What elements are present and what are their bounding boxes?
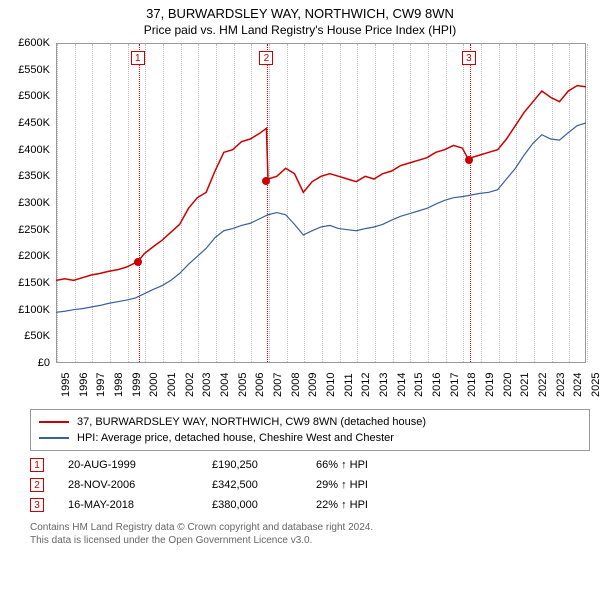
x-tick-label: 2024: [572, 373, 584, 397]
tx-num-cell: 1: [30, 458, 44, 472]
y-tick-label: £500K: [8, 90, 50, 102]
legend-row: 37, BURWARDSLEY WAY, NORTHWICH, CW9 8WN …: [39, 414, 581, 430]
x-tick-label: 2015: [413, 373, 425, 397]
x-tick-label: 2006: [254, 373, 266, 397]
y-tick-label: £200K: [8, 250, 50, 262]
legend: 37, BURWARDSLEY WAY, NORTHWICH, CW9 8WN …: [30, 409, 590, 451]
x-tick-label: 2019: [484, 373, 496, 397]
x-tick-label: 1995: [60, 373, 72, 397]
tx-pct-cell: 29% ↑ HPI: [316, 479, 416, 491]
x-tick-label: 2023: [555, 373, 567, 397]
x-tick-label: 2009: [307, 373, 319, 397]
chart-subtitle: Price paid vs. HM Land Registry's House …: [0, 23, 600, 37]
table-row: 1 20-AUG-1999 £190,250 66% ↑ HPI: [30, 455, 590, 475]
footnote: Contains HM Land Registry data © Crown c…: [30, 521, 590, 547]
chart-title: 37, BURWARDSLEY WAY, NORTHWICH, CW9 8WN: [0, 6, 600, 21]
footnote-line: Contains HM Land Registry data © Crown c…: [30, 521, 590, 534]
y-tick-label: £350K: [8, 170, 50, 182]
table-row: 3 16-MAY-2018 £380,000 22% ↑ HPI: [30, 495, 590, 515]
tx-date-cell: 20-AUG-1999: [68, 459, 188, 471]
x-tick-label: 2016: [431, 373, 443, 397]
tx-pct-cell: 66% ↑ HPI: [316, 459, 416, 471]
series-line: [56, 86, 586, 281]
y-tick-label: £400K: [8, 144, 50, 156]
y-tick-label: £50K: [8, 330, 50, 342]
tx-date-cell: 16-MAY-2018: [68, 499, 188, 511]
table-row: 2 28-NOV-2006 £342,500 29% ↑ HPI: [30, 475, 590, 495]
series-line: [56, 123, 586, 312]
x-tick-label: 2005: [237, 373, 249, 397]
x-tick-label: 2002: [184, 373, 196, 397]
legend-swatch: [39, 421, 69, 423]
x-tick-label: 1999: [131, 373, 143, 397]
footnote-line: This data is licensed under the Open Gov…: [30, 534, 590, 547]
legend-label: HPI: Average price, detached house, Ches…: [77, 432, 394, 444]
x-tick-label: 2010: [325, 373, 337, 397]
x-tick-label: 2011: [343, 373, 355, 397]
tx-pct-cell: 22% ↑ HPI: [316, 499, 416, 511]
y-tick-label: £300K: [8, 197, 50, 209]
x-tick-label: 2004: [219, 373, 231, 397]
x-tick-label: 2018: [466, 373, 478, 397]
legend-row: HPI: Average price, detached house, Ches…: [39, 430, 581, 446]
x-tick-label: 1998: [113, 373, 125, 397]
transaction-table: 1 20-AUG-1999 £190,250 66% ↑ HPI 2 28-NOV-200…: [30, 455, 590, 515]
x-tick-label: 2014: [396, 373, 408, 397]
x-tick-label: 2017: [449, 373, 461, 397]
x-tick-label: 2003: [201, 373, 213, 397]
y-tick-label: £150K: [8, 277, 50, 289]
legend-label: 37, BURWARDSLEY WAY, NORTHWICH, CW9 8WN …: [77, 416, 426, 428]
y-tick-label: £0: [8, 357, 50, 369]
tx-date-cell: 28-NOV-2006: [68, 479, 188, 491]
x-tick-label: 2022: [537, 373, 549, 397]
series-svg: [56, 43, 586, 363]
grid-line: [587, 44, 588, 362]
x-tick-label: 1997: [95, 373, 107, 397]
chart-container: { "title": "37, BURWARDSLEY WAY, NORTHWI…: [0, 6, 600, 596]
x-tick-label: 2013: [378, 373, 390, 397]
tx-num-cell: 3: [30, 498, 44, 512]
tx-num-cell: 2: [30, 478, 44, 492]
tx-price-cell: £190,250: [212, 459, 292, 471]
x-tick-label: 2012: [360, 373, 372, 397]
y-tick-label: £100K: [8, 304, 50, 316]
legend-swatch: [39, 437, 69, 439]
x-tick-label: 1996: [78, 373, 90, 397]
x-tick-label: 2025: [590, 373, 600, 397]
y-tick-label: £250K: [8, 224, 50, 236]
chart-area: £0 £50K £100K £150K £200K £250K £300K £350K £400…: [8, 43, 592, 403]
x-tick-label: 2008: [290, 373, 302, 397]
x-tick-label: 2020: [502, 373, 514, 397]
x-tick-label: 2000: [148, 373, 160, 397]
y-tick-label: £450K: [8, 117, 50, 129]
tx-price-cell: £342,500: [212, 479, 292, 491]
x-tick-label: 2021: [519, 373, 531, 397]
y-tick-label: £600K: [8, 37, 50, 49]
y-tick-label: £550K: [8, 64, 50, 76]
x-tick-label: 2007: [272, 373, 284, 397]
x-tick-label: 2001: [166, 373, 178, 397]
tx-price-cell: £380,000: [212, 499, 292, 511]
